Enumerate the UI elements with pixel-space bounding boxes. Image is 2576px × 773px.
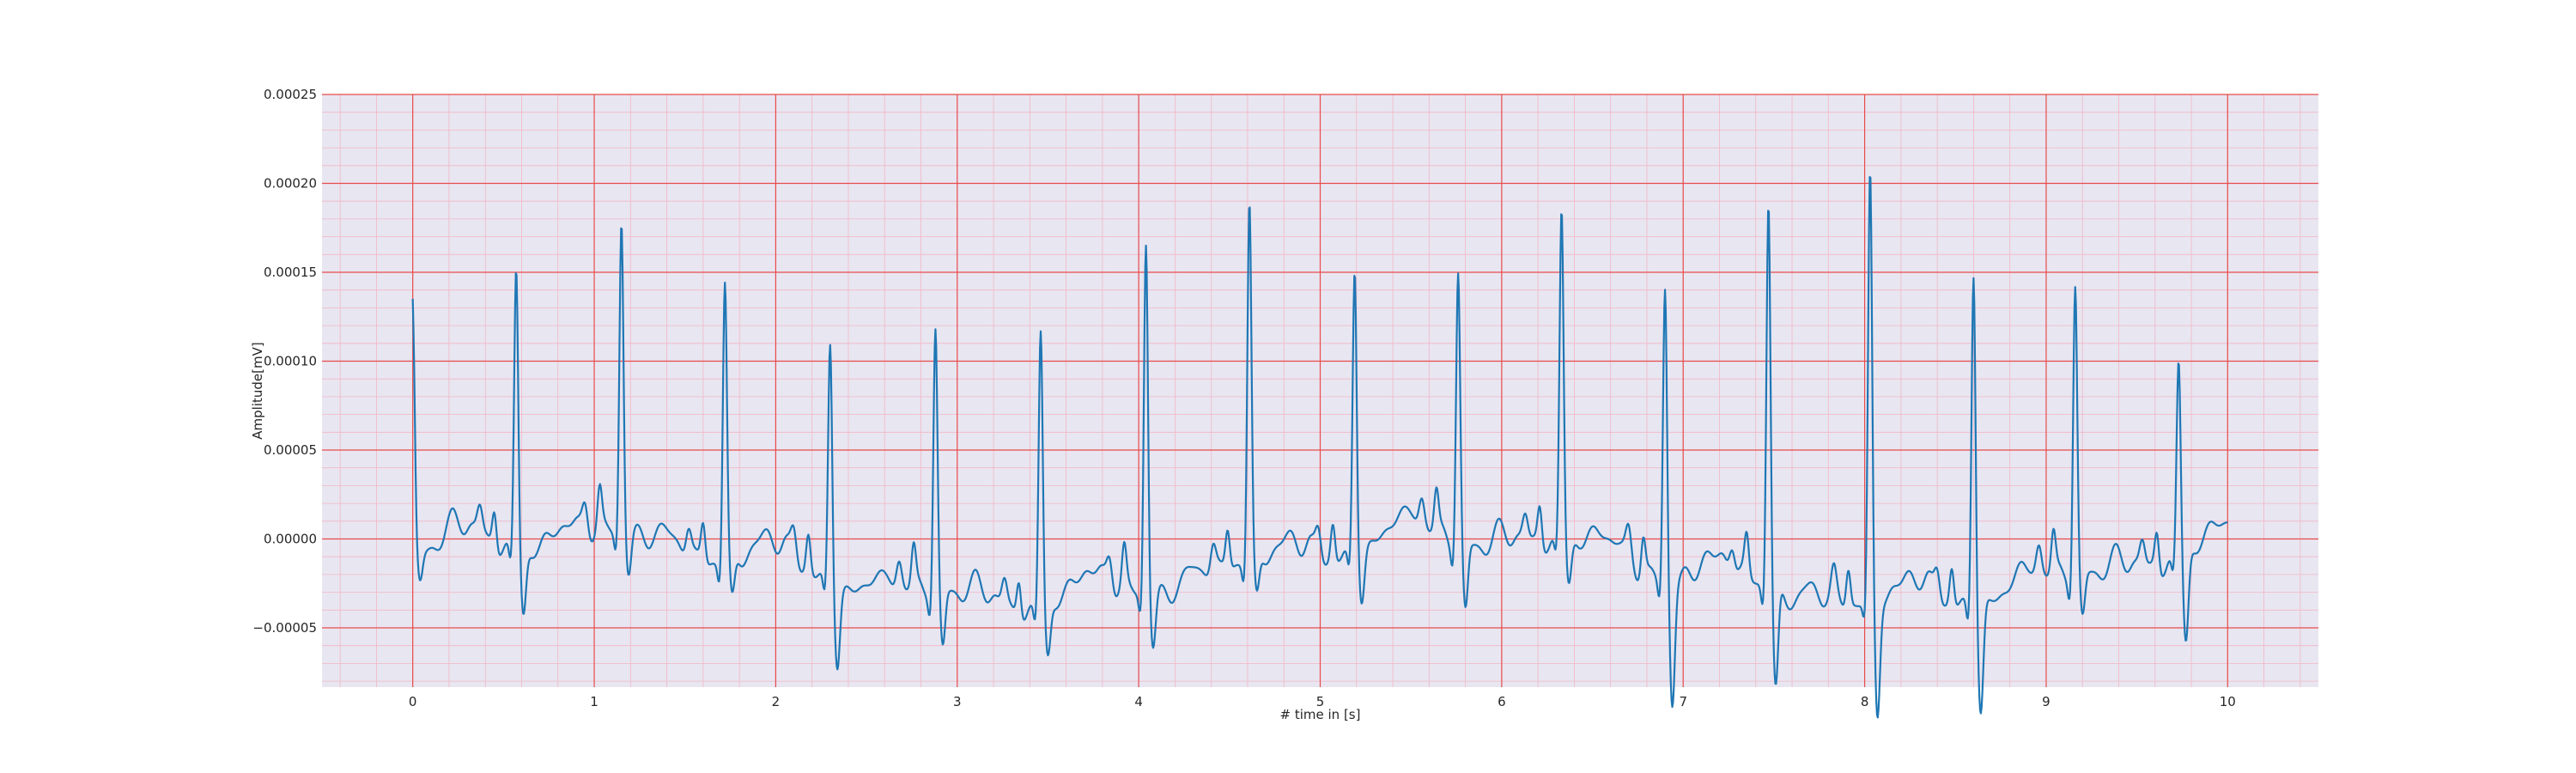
y-tick-label: −0.00005 xyxy=(252,620,317,636)
y-tick-label: 0.00010 xyxy=(264,354,317,369)
series-layer xyxy=(411,176,2228,719)
y-tick-label: 0.00015 xyxy=(264,265,317,280)
x-tick-label: 6 xyxy=(1498,694,1506,709)
x-tick-label: 3 xyxy=(953,694,962,709)
x-tick-label: 2 xyxy=(772,694,781,709)
x-tick-labels: 0 1 2 3 4 5 6 7 8 9 10 xyxy=(409,694,2236,709)
y-tick-label: 0.00005 xyxy=(264,442,317,458)
ecg-series-line xyxy=(411,176,2228,719)
x-tick-label: 8 xyxy=(1861,694,1869,709)
y-tick-label: 0.00000 xyxy=(264,532,317,547)
y-tick-label: 0.00025 xyxy=(264,87,317,102)
x-tick-label: 1 xyxy=(590,694,598,709)
x-tick-label: 7 xyxy=(1679,694,1687,709)
y-axis-label: Amplitude[mV] xyxy=(250,342,265,439)
x-tick-label: 5 xyxy=(1316,694,1325,709)
x-axis-label: # time in [s] xyxy=(1280,707,1361,722)
x-tick-label: 10 xyxy=(2220,694,2236,709)
x-tick-label: 9 xyxy=(2042,694,2050,709)
x-tick-label: 0 xyxy=(409,694,417,709)
y-tick-labels: −0.00005 0.00000 0.00005 0.00010 0.00015 0.00… xyxy=(252,87,317,636)
x-tick-label: 4 xyxy=(1134,694,1143,709)
y-tick-label: 0.00020 xyxy=(264,176,317,192)
